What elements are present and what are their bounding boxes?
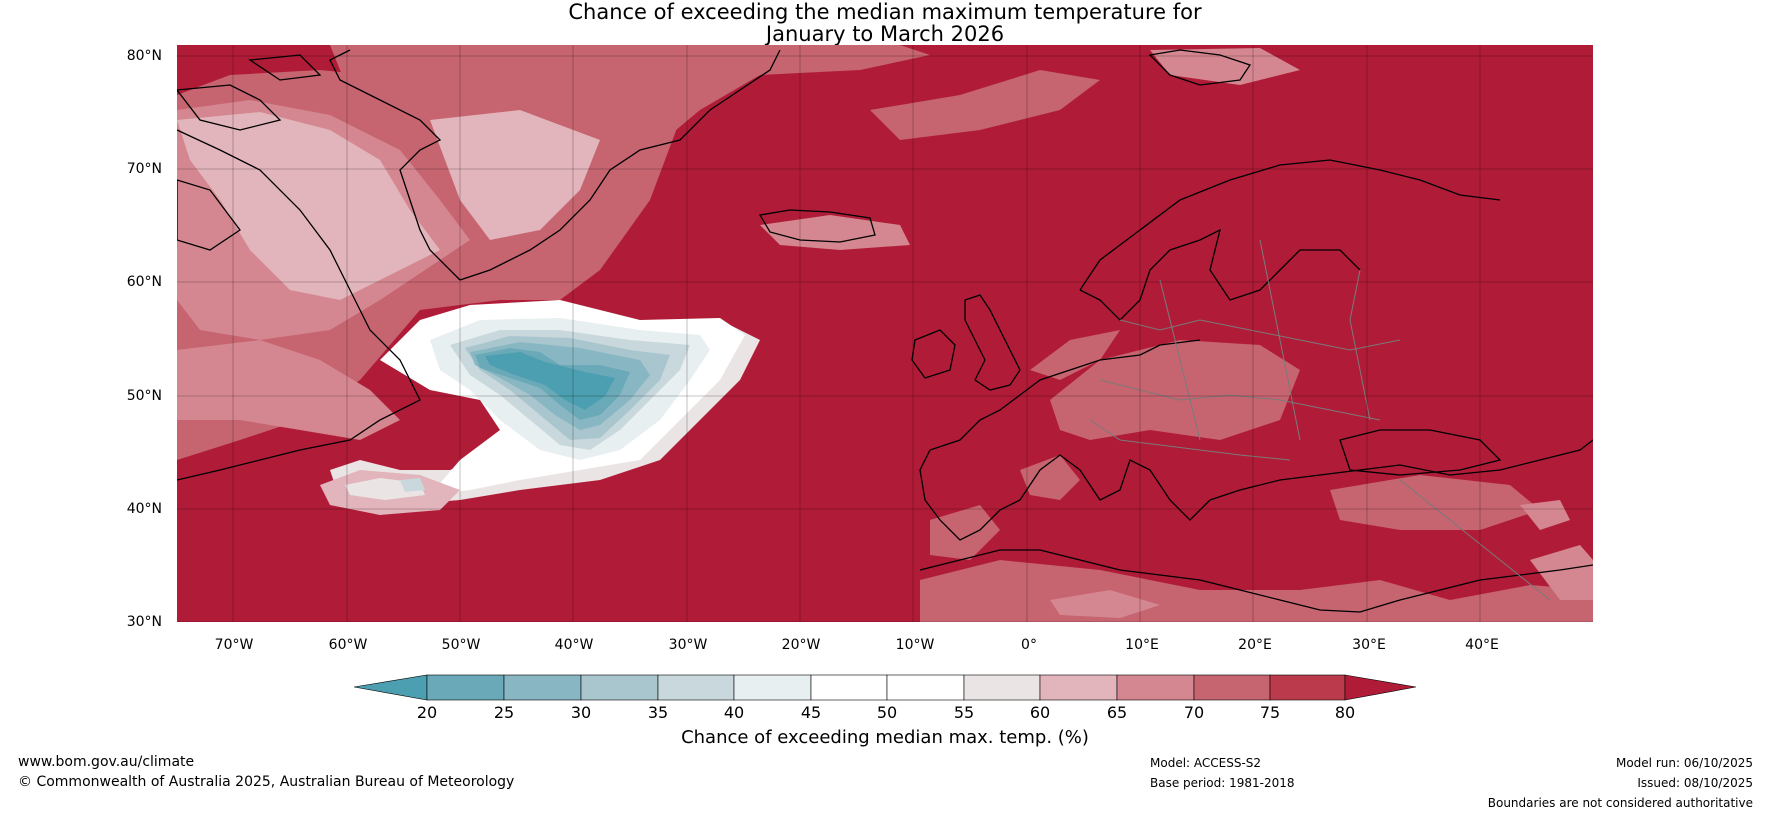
- lon-label-30w: 30°W: [668, 637, 708, 653]
- colorbar-tick-60: 60: [1029, 703, 1051, 722]
- colorbar-tick-65: 65: [1106, 703, 1128, 722]
- colorbar-tick-25: 25: [493, 703, 515, 722]
- shade-north-sea: [1030, 330, 1120, 380]
- colorbar-tick-70: 70: [1183, 703, 1205, 722]
- colorbar-bin-40-45: [733, 674, 812, 701]
- probability-shading: [177, 45, 1593, 622]
- lon-label-30e: 30°E: [1352, 637, 1386, 653]
- colorbar-tick-20: 20: [416, 703, 438, 722]
- colorbar-high-extend: [1344, 674, 1417, 701]
- shade-greenland-inner: [430, 110, 600, 240]
- lon-label-0: 0°: [1021, 637, 1037, 653]
- canada-coast: [177, 129, 421, 481]
- shade-turkey-light: [1520, 500, 1570, 530]
- footer-base-period: Base period: 1981-2018: [1150, 776, 1295, 790]
- lat-label-40n: 40°N: [126, 501, 162, 517]
- lon-label-10e: 10°E: [1125, 637, 1159, 653]
- colorbar-bin-20-25: [426, 674, 505, 701]
- colorbar-tick-30: 30: [570, 703, 592, 722]
- shade-canada-south: [177, 340, 400, 440]
- lon-label-50w: 50°W: [441, 637, 481, 653]
- shade-north-africa-light: [1050, 590, 1160, 618]
- uk-coast: [964, 294, 1021, 391]
- colorbar-bin-55-60: [963, 674, 1041, 701]
- lat-label-60n: 60°N: [126, 274, 162, 290]
- country-borders: [1089, 239, 1551, 601]
- footer-model-run: Model run: 06/10/2025: [1615, 756, 1753, 770]
- map-title-line-1: Chance of exceeding the median maximum t…: [568, 0, 1202, 24]
- shade-blob-south-core: [400, 478, 425, 492]
- iceland-coast: [758, 209, 876, 243]
- colorbar-label: Chance of exceeding median max. temp. (%…: [681, 727, 1089, 748]
- europe-coast: [919, 339, 1593, 541]
- lon-label-20e: 20°E: [1238, 637, 1272, 653]
- shade-europe-central: [1050, 340, 1300, 440]
- shade-italy: [1020, 455, 1080, 500]
- colorbar-tick-40: 40: [723, 703, 745, 722]
- colorbar-tick-75: 75: [1259, 703, 1281, 722]
- coastlines: [177, 49, 1593, 613]
- lon-label-60w: 60°W: [328, 637, 368, 653]
- scandinavia-coast: [1079, 159, 1501, 321]
- shade-iberia: [930, 505, 1000, 560]
- colorbar-bin-30-35: [580, 674, 659, 701]
- footer-model: Model: ACCESS-S2: [1150, 756, 1262, 770]
- lon-label-40w: 40°W: [554, 637, 594, 653]
- map-title-line-2: January to March 2026: [765, 22, 1005, 46]
- greenland-coast: [329, 49, 781, 281]
- lat-label-30n: 30°N: [126, 614, 162, 630]
- colorbar-bin-75-80: [1269, 674, 1346, 701]
- colorbar-tick-50: 50: [876, 703, 898, 722]
- footer-issued: Issued: 08/10/2025: [1637, 776, 1753, 790]
- svalbard-coast: [1148, 49, 1252, 86]
- colorbar-bin-25-30: [503, 674, 582, 701]
- lon-label-10w: 10°W: [895, 637, 935, 653]
- colorbar-tick-45: 45: [800, 703, 822, 722]
- colorbar-low-extend: [353, 674, 428, 701]
- footer-website: www.bom.gov.au/climate: [18, 754, 195, 770]
- colorbar-bin-45-50: [810, 674, 888, 701]
- footer-copyright: © Commonwealth of Australia 2025, Austra…: [18, 774, 515, 790]
- shade-middle-east: [1530, 545, 1593, 600]
- africa-coast: [919, 549, 1593, 613]
- colorbar-bin-60-65: [1039, 674, 1118, 701]
- lat-label-70n: 70°N: [126, 161, 162, 177]
- colorbar: [353, 674, 1417, 701]
- colorbar-tick-35: 35: [647, 703, 669, 722]
- ireland-coast: [911, 329, 956, 379]
- lon-label-20w: 20°W: [781, 637, 821, 653]
- colorbar-bin-70-75: [1193, 674, 1271, 701]
- colorbar-tick-55: 55: [953, 703, 975, 722]
- graticule: [177, 45, 1593, 622]
- colorbar-bin-50-55: [886, 674, 965, 701]
- colorbar-bin-65-70: [1116, 674, 1195, 701]
- shade-atlantic-20: [485, 352, 615, 410]
- colorbar-bin-35-40: [657, 674, 735, 701]
- colorbar-tick-80: 80: [1334, 703, 1356, 722]
- lat-label-50n: 50°N: [126, 388, 162, 404]
- lon-label-40e: 40°E: [1465, 637, 1499, 653]
- lat-label-80n: 80°N: [126, 48, 162, 64]
- shade-svalbard: [1150, 48, 1300, 85]
- shade-baffin-lighter: [177, 112, 440, 300]
- shade-turkey: [1330, 475, 1540, 530]
- lon-label-70w: 70°W: [214, 637, 254, 653]
- shade-norwegian-sea: [870, 70, 1100, 140]
- black-sea-coast: [1339, 429, 1502, 476]
- shade-iceland: [760, 215, 910, 250]
- footer-disclaimer: Boundaries are not considered authoritat…: [1487, 796, 1753, 810]
- canada-islands: [177, 54, 322, 251]
